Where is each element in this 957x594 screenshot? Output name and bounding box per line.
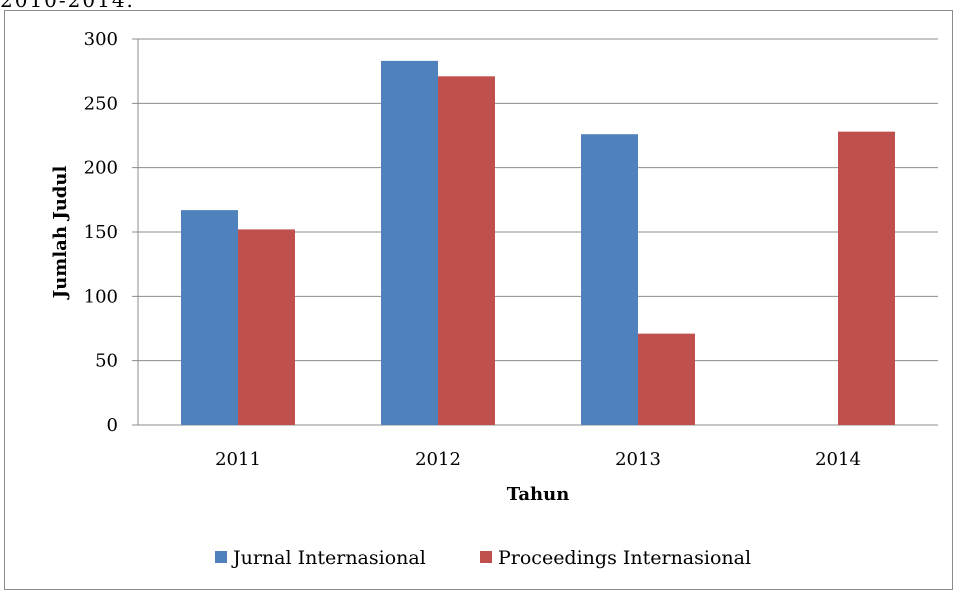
y-tick-label: 300 [84,29,118,50]
legend-label: Jurnal Internasional [231,547,426,569]
y-tick-labels: 0 50 100 150 200 250 300 [84,29,118,436]
y-tick-label: 200 [84,158,118,179]
x-tick-label: 2012 [415,449,461,470]
bar-proceedings-internasional-2011 [238,229,295,425]
legend-label: Proceedings Internasional [498,547,751,569]
legend-swatch [480,551,492,563]
x-tick-label: 2011 [215,449,261,470]
x-tick-label: 2013 [615,449,661,470]
bar-jurnal-internasional-2013 [581,134,638,426]
y-tick-label: 0 [107,415,118,436]
bar-jurnal-internasional-2012 [381,60,438,426]
bar-proceedings-internasional-2013 [638,333,695,425]
legend-swatch [215,551,227,563]
caption-text: 2010-2014. [0,0,135,12]
bar-jurnal-internasional-2011 [181,210,238,425]
bar-proceedings-internasional-2014 [838,131,895,425]
bar-proceedings-internasional-2012 [438,76,495,426]
y-tick-label: 100 [84,286,118,307]
y-tick-label: 50 [95,351,118,372]
y-axis-title: Jumlah Judul [50,166,71,301]
x-axis-title: Tahun [507,484,570,505]
legend: Jurnal Internasional Proceedings Internas… [215,547,751,569]
y-tick-label: 250 [84,93,118,114]
x-tick-label: 2014 [815,449,861,470]
y-tick-label: 150 [84,222,118,243]
x-tick-labels: 2011 2012 2013 2014 [215,449,861,470]
bars [181,60,895,426]
